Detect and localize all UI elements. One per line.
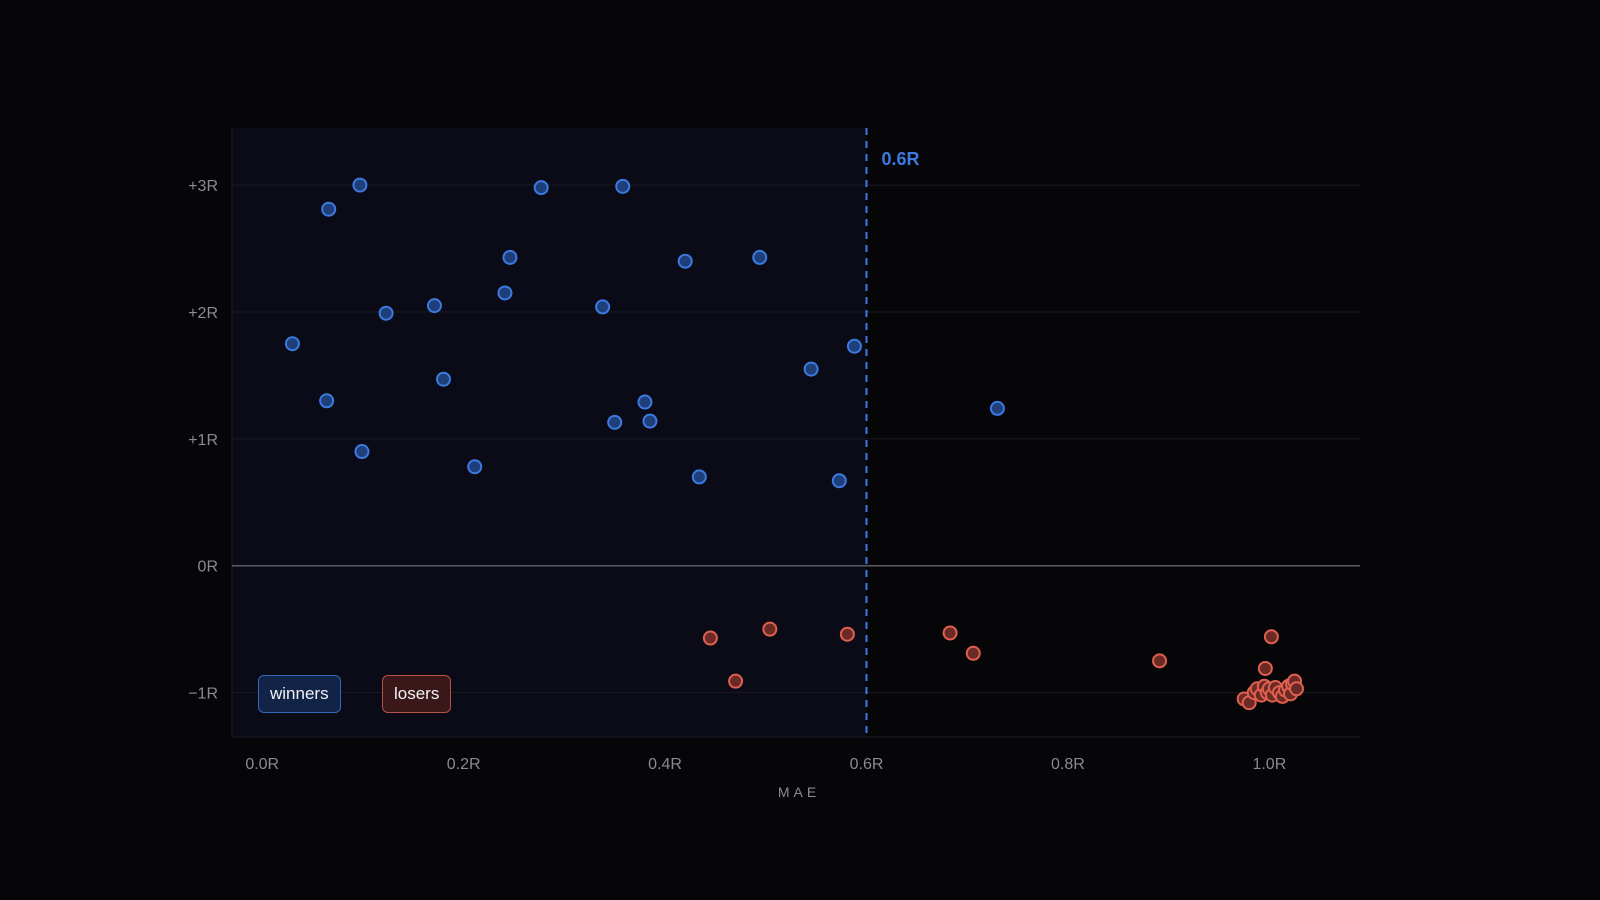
winner-point — [497, 285, 513, 301]
threshold-label: 0.6R — [882, 149, 920, 169]
loser-point — [728, 673, 744, 689]
loser-point — [1263, 629, 1279, 645]
loser-point — [702, 630, 718, 646]
winner-point — [502, 249, 518, 265]
y-tick-label: −1R — [188, 686, 218, 703]
winner-point — [846, 338, 862, 354]
below-threshold-region — [232, 128, 867, 737]
y-axis-ticks: +3R +2R +1R 0R −1R — [188, 178, 218, 703]
loser-point — [942, 625, 958, 641]
y-tick-label: 0R — [198, 559, 218, 576]
loser-point — [1257, 660, 1273, 676]
legend-losers: losers — [382, 675, 452, 713]
winner-point — [831, 473, 847, 489]
x-axis-ticks: 0.0R 0.2R 0.4R 0.6R 0.8R 1.0R — [245, 756, 1286, 773]
winner-point — [595, 299, 611, 315]
loser-point — [839, 626, 855, 642]
x-axis-label: MAE — [778, 784, 820, 800]
y-tick-label: +2R — [188, 305, 218, 322]
scatter-points — [284, 177, 1305, 711]
x-tick-label: 0.2R — [447, 756, 481, 773]
winner-point — [426, 298, 442, 314]
winner-point — [321, 201, 337, 217]
loser-point — [965, 645, 981, 661]
winner-point — [436, 371, 451, 387]
winner-point — [642, 413, 658, 429]
x-tick-label: 1.0R — [1252, 756, 1286, 773]
winner-point — [378, 305, 394, 321]
winner-point — [467, 459, 483, 475]
x-tick-label: 0.6R — [850, 756, 884, 773]
y-tick-label: +3R — [188, 178, 218, 195]
winner-point — [284, 336, 300, 352]
winner-point — [352, 177, 368, 193]
winner-point — [752, 249, 768, 265]
loser-point — [1152, 653, 1168, 669]
loser-point — [762, 621, 778, 637]
winner-point — [607, 414, 623, 430]
winner-point — [989, 400, 1005, 416]
loser-point — [1289, 681, 1305, 697]
x-tick-label: 0.4R — [648, 756, 682, 773]
x-tick-label: 0.0R — [245, 756, 279, 773]
winner-point — [637, 394, 653, 410]
winner-point — [691, 469, 707, 485]
winner-point — [615, 178, 631, 194]
winner-point — [677, 253, 693, 269]
winner-point — [803, 361, 819, 377]
winner-point — [319, 393, 335, 409]
winner-point — [533, 180, 549, 196]
y-tick-label: +1R — [188, 432, 218, 449]
x-tick-label: 0.8R — [1051, 756, 1085, 773]
winner-point — [354, 444, 370, 460]
legend-winners: winners — [258, 675, 341, 713]
